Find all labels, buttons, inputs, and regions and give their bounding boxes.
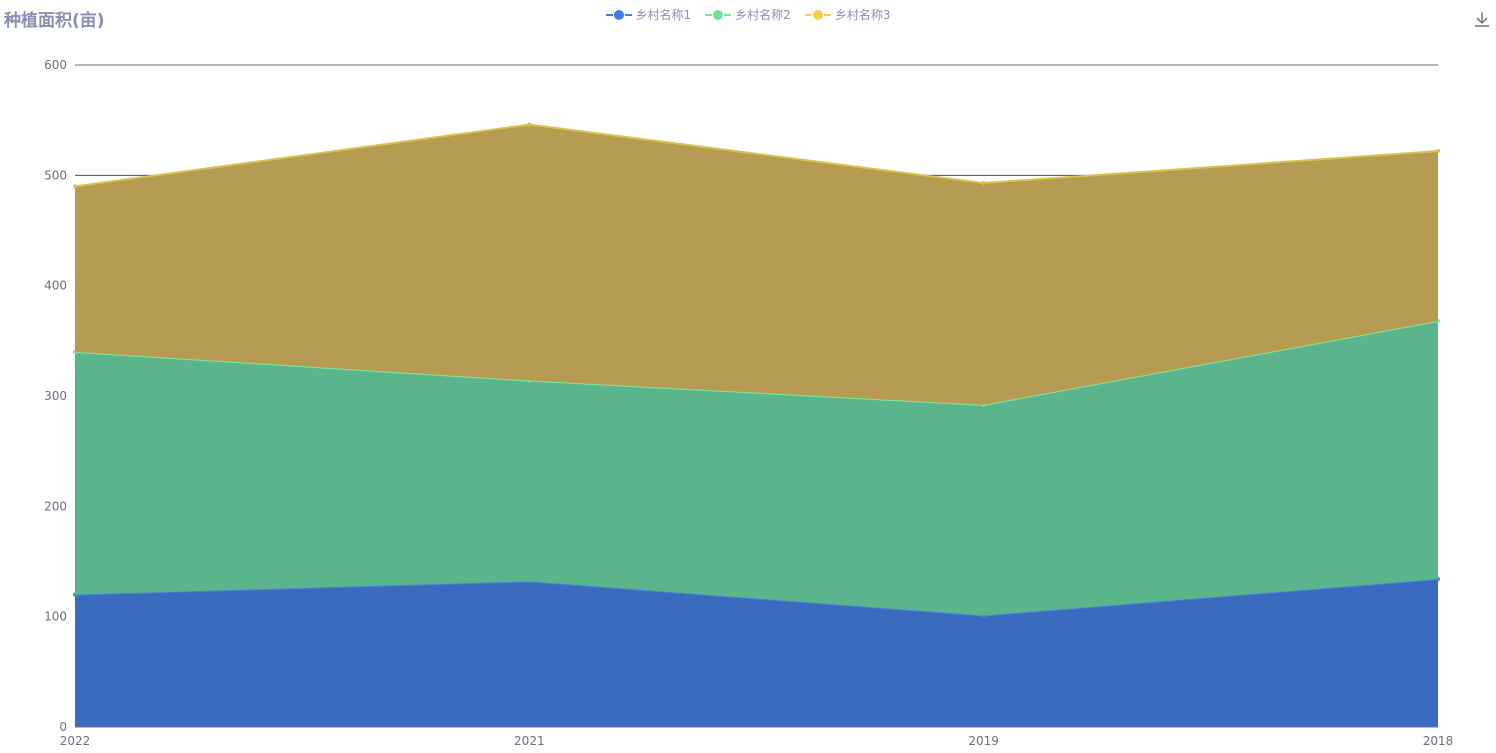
y-tick-label-100: 100 [44,610,67,624]
legend-swatch-series-2 [705,7,732,23]
y-tick-label-0: 0 [59,720,67,734]
y-tick-label-400: 400 [44,279,67,293]
chart-title: 种植面积(亩) [4,11,105,31]
legend-swatch-series-1 [605,7,632,23]
x-tick-label-2019: 2019 [968,734,999,748]
legend: 乡村名称1 乡村名称2 乡村名称3 [0,6,1496,23]
point-series-3-2018 [1436,149,1440,154]
legend-item-series-2[interactable]: 乡村名称2 [705,6,791,23]
area-series-1 [75,579,1438,727]
point-series-3-2022 [73,184,77,189]
legend-label-series-1: 乡村名称1 [635,8,692,22]
legend-item-series-1[interactable]: 乡村名称1 [605,6,692,23]
point-series-3-2019 [981,181,986,186]
legend-label-series-2: 乡村名称2 [735,8,791,22]
legend-item-series-3[interactable]: 乡村名称3 [804,6,891,23]
point-series-3-2021 [527,122,532,127]
legend-swatch-series-3 [804,7,831,23]
y-tick-label-600: 600 [44,58,67,72]
area-series-3 [75,124,1438,405]
legend-label-series-3: 乡村名称3 [834,8,891,22]
x-tick-label-2021: 2021 [514,734,545,748]
y-tick-label-300: 300 [44,389,67,403]
x-tick-label-2018: 2018 [1423,734,1454,748]
x-tick-label-2022: 2022 [60,734,91,748]
y-tick-label-200: 200 [44,499,67,513]
area-series-2 [75,320,1438,616]
line-series-3 [74,123,1439,188]
y-tick-label-500: 500 [44,168,67,182]
download-icon[interactable] [1472,10,1492,30]
